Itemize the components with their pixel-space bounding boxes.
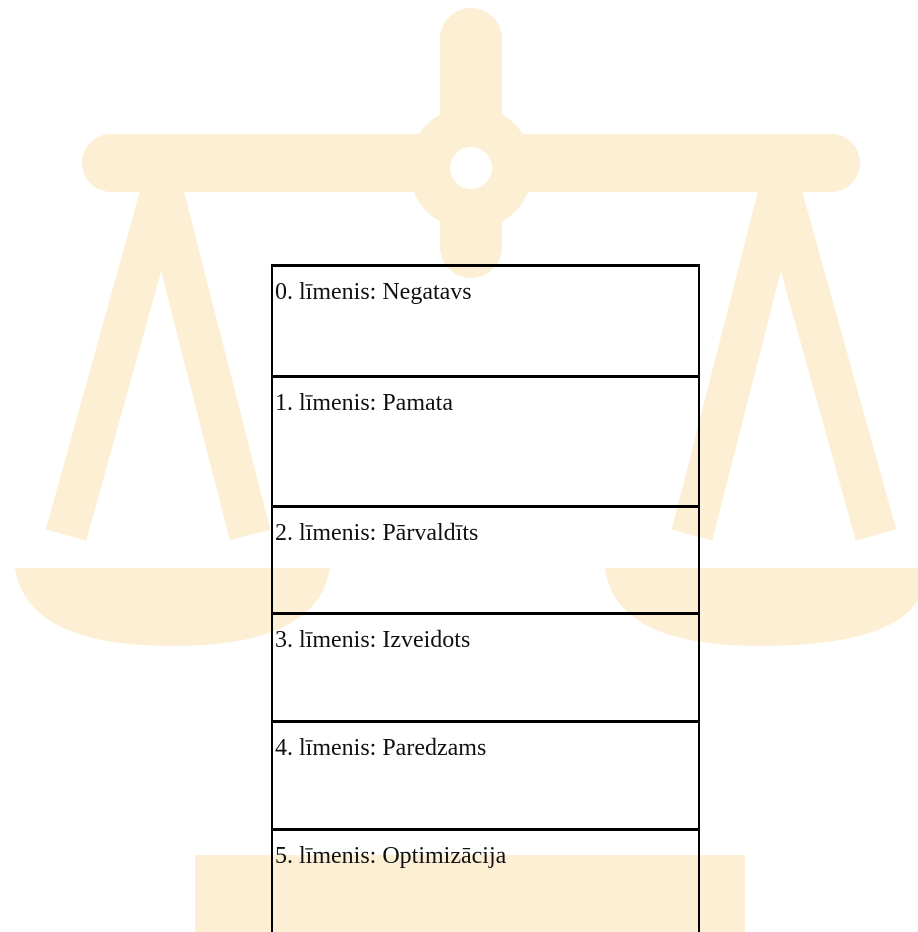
levels-table: 0. līmenis: Negatavs 1. līmenis: Pamata … xyxy=(271,264,700,932)
level-cell: 4. līmenis: Paredzams xyxy=(271,720,700,830)
level-cell: 3. līmenis: Izveidots xyxy=(271,612,700,722)
level-cell: 1. līmenis: Pamata xyxy=(271,375,700,507)
level-cell: 2. līmenis: Pārvaldīts xyxy=(271,505,700,614)
level-cell: 5. līmenis: Optimizācija xyxy=(271,828,700,932)
level-cell: 0. līmenis: Negatavs xyxy=(271,264,700,377)
